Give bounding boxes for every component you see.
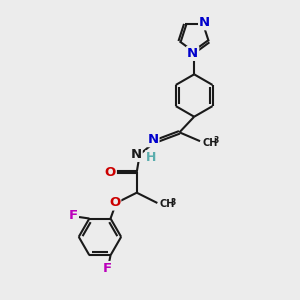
Text: N: N bbox=[199, 16, 210, 29]
Text: N: N bbox=[147, 133, 158, 146]
Text: 3: 3 bbox=[171, 197, 176, 206]
Text: O: O bbox=[109, 196, 120, 209]
Text: 3: 3 bbox=[214, 136, 219, 145]
Text: N: N bbox=[130, 148, 142, 161]
Text: CH: CH bbox=[202, 138, 218, 148]
Text: F: F bbox=[69, 209, 78, 222]
Text: CH: CH bbox=[160, 200, 175, 209]
Text: N: N bbox=[187, 47, 198, 60]
Text: F: F bbox=[103, 262, 112, 275]
Text: O: O bbox=[105, 166, 116, 178]
Text: H: H bbox=[146, 151, 156, 164]
